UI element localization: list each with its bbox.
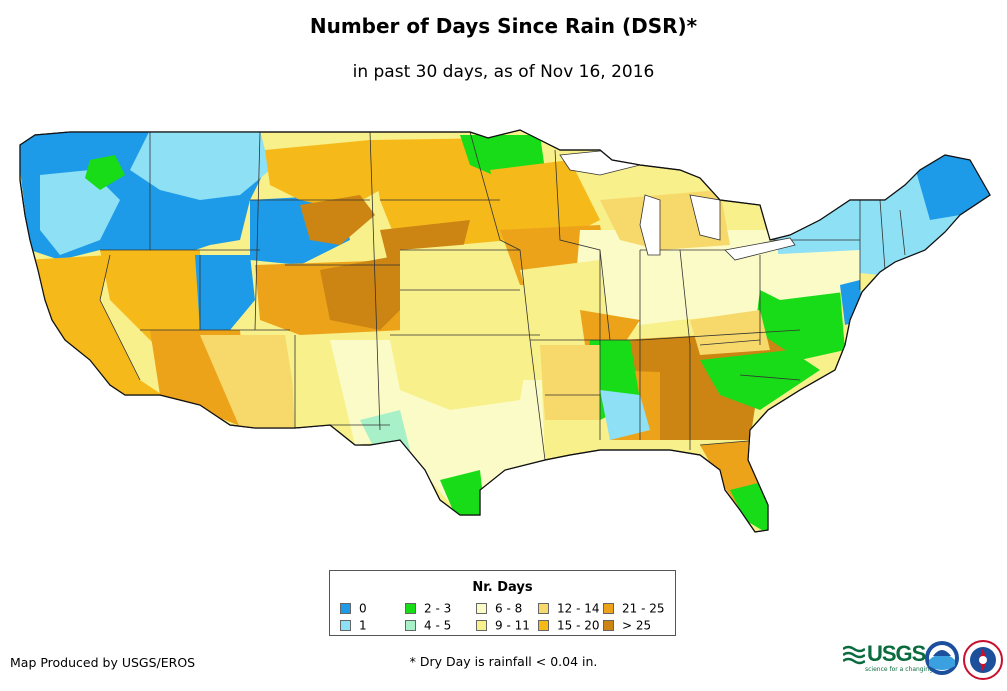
legend-item-2: 2 - 3 (405, 602, 451, 615)
legend-swatch (405, 620, 416, 631)
dry-day-footnote: * Dry Day is rainfall < 0.04 in. (409, 654, 598, 669)
map-subtitle: in past 30 days, as of Nov 16, 2016 (352, 62, 655, 82)
legend-swatch (476, 620, 487, 631)
legend-item-0: 0 (340, 602, 367, 615)
usgs-tagline: science for a changing world (865, 666, 952, 673)
legend-swatch (603, 620, 614, 631)
region-florida-green (730, 480, 770, 532)
lake-michigan (639, 194, 661, 256)
map-title: Number of Days Since Rain (DSR)* (309, 14, 698, 38)
legend-item-6: 12 - 14 (538, 602, 600, 615)
usgs-wave-icon (843, 645, 865, 665)
region-colorado-dry (320, 255, 410, 330)
legend-label: 0 (359, 601, 367, 616)
legend-label: 2 - 3 (424, 601, 452, 616)
usgs-logo: USGS science for a changing world (843, 641, 951, 673)
legend-label: 6 - 8 (495, 601, 523, 616)
region-northern-rockies-1day (130, 130, 270, 200)
legend-swatch (340, 603, 351, 614)
region-oregon-1day (40, 170, 120, 255)
region-montana-green (85, 155, 125, 190)
region-arizona-2 (200, 335, 295, 430)
region-virginia-green (755, 290, 845, 360)
legend-title: Nr. Days (472, 580, 533, 595)
legend-item-5: 9 - 11 (476, 619, 530, 632)
region-montana-east (265, 140, 380, 210)
legend-item-4: 6 - 8 (476, 602, 522, 615)
map-legend: Nr. Days 0 1 2 - 3 4 - 5 6 - 8 9 - 11 12… (329, 570, 676, 636)
region-montana-dry (300, 195, 375, 245)
lake-huron (689, 194, 721, 241)
region-ny-pa (760, 250, 860, 300)
legend-label: 4 - 5 (424, 618, 452, 633)
lake-erie (724, 237, 796, 261)
nws-logo-icon (963, 640, 1003, 680)
legend-swatch (603, 603, 614, 614)
legend-item-1: 1 (340, 619, 367, 632)
legend-label: 21 - 25 (622, 601, 665, 616)
legend-swatch (340, 620, 351, 631)
usgs-wordmark: USGS (867, 641, 926, 666)
legend-item-3: 4 - 5 (405, 619, 451, 632)
legend-label: 15 - 20 (557, 618, 600, 633)
noaa-logo-icon (925, 641, 959, 675)
region-louisiana-blue (600, 390, 650, 440)
region-oklahoma (430, 335, 545, 380)
legend-swatch (405, 603, 416, 614)
legend-label: 1 (359, 618, 367, 633)
legend-label: 12 - 14 (557, 601, 600, 616)
map-credit: Map Produced by USGS/EROS (10, 655, 196, 670)
region-maine-blue (910, 150, 990, 220)
us-border (19, 129, 991, 533)
legend-label: 9 - 11 (495, 618, 530, 633)
region-appalachia (690, 310, 770, 355)
legend-swatch (538, 603, 549, 614)
legend-label: > 25 (622, 618, 652, 633)
legend-item-7: 15 - 20 (538, 619, 600, 632)
region-carolinas-green (700, 350, 820, 410)
legend-swatch (476, 603, 487, 614)
legend-item-8: 21 - 25 (603, 602, 665, 615)
legend-swatch (538, 620, 549, 631)
region-texas-coast-green (440, 470, 485, 515)
region-california (25, 255, 170, 400)
region-utah-blue (195, 255, 255, 330)
region-minnesota (490, 160, 600, 240)
region-arkansas (540, 345, 600, 420)
legend-item-9: > 25 (603, 619, 651, 632)
dsr-map (19, 129, 991, 533)
